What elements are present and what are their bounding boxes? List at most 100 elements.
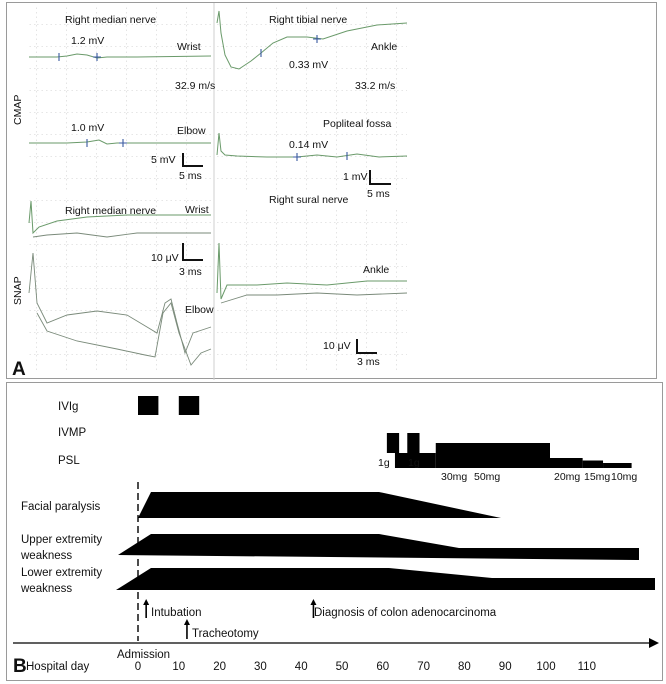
cmap-tibial-velocity: 33.2 m/s [355,80,395,92]
admission-label: Admission [117,649,170,661]
cmap-tibial-popliteal-site: Popliteal fossa [323,118,391,130]
event-tracheotomy-label: Tracheotomy [192,628,259,640]
row-label-ivig: IVIg [58,401,78,413]
row-label-ivmp: IVMP [58,427,86,439]
ivmp-bars [386,433,420,453]
cmap-median-title: Right median nerve [65,14,156,26]
psl-dose-20: 20mg [554,471,580,483]
psl-step-10mg [603,463,632,468]
psl-step-30mg [394,453,436,468]
axis-tick-60: 60 [376,661,389,673]
axis-tick-70: 70 [417,661,430,673]
cmap-median-elbow-amplitude: 1.0 mV [71,122,104,134]
psl-step-20mg [550,458,583,468]
cmap-median-scale-voltage: 5 mV [151,154,176,166]
cmap-median-wrist-site: Wrist [177,41,201,53]
snap-sural-ankle-site: Ankle [363,264,389,276]
snap-sural-scale-time: 3 ms [357,356,380,368]
cmap-median-elbow-trace [29,139,211,145]
panel-a-svg: A CMAP SNAP Right median nerve 1.2 mV Wr… [12,3,408,380]
panel-a-ncs-figure: A CMAP SNAP Right median nerve 1.2 mV Wr… [6,2,657,380]
cmap-tibial-scale-time: 5 ms [367,188,390,200]
axis-tick-90: 90 [499,661,512,673]
cmap-median-wrist-trace [29,53,212,59]
axis-tick-20: 20 [213,661,226,673]
snap-sural-title: Right sural nerve [269,194,349,206]
snap-median-title: Right median nerve [65,205,156,217]
cmap-median-scale-bar [182,153,203,167]
axis-tick-100: 100 [536,661,555,673]
ivmp-course-2 [407,433,420,453]
upper-weakness-band [118,534,639,560]
ivmp-dose-1: 1g [378,457,390,469]
event-arrowhead-diagnosis [310,599,317,605]
event-arrows [143,599,317,639]
psl-steps [394,443,632,468]
snap-sural-trace-1 [216,242,407,300]
psl-step-15mg [582,460,604,468]
axis-tick-110: 110 [578,661,596,673]
axis-label-hospital-day: Hospital day [26,661,90,673]
row-label-psl: PSL [58,455,80,467]
event-arrowhead-intubation [143,599,150,605]
cmap-tibial-ankle-site: Ankle [371,41,397,53]
facial-paralysis-band [138,492,501,518]
psl-dose-10: 10mg [611,471,637,483]
cmap-tibial-grid [217,7,407,192]
snap-median-wrist-trace-1 [28,200,211,235]
snap-median-scale-bar [182,243,203,261]
row-label-lower-2: weakness [20,583,72,595]
event-diagnosis-label: Diagnosis of colon adenocarcinoma [314,607,497,619]
panel-a-letter: A [12,359,26,380]
lower-weakness-band [116,568,655,590]
snap-median-elbow-site: Elbow [185,304,214,316]
snap-sural-scale-voltage: 10 μV [323,340,351,352]
cmap-median-grid [29,7,211,192]
snap-sural-grid [217,208,407,372]
ivmp-dose-2: 1g [408,457,420,469]
snap-median-scale-voltage: 10 μV [151,252,179,264]
cmap-tibial-scale-bar [369,170,391,185]
panel-b-clinical-course: IVIg IVMP PSL Facial paralysis Upper ext… [6,382,663,681]
event-arrowhead-tracheotomy [183,619,190,625]
snap-sural-scale-bar [356,339,377,354]
axis-tick-50: 50 [336,661,349,673]
cmap-median-wrist-amplitude: 1.2 mV [71,35,104,47]
ivig-course-1 [138,396,159,415]
cmap-tibial-title: Right tibial nerve [269,14,347,26]
cmap-median-scale-time: 5 ms [179,170,202,182]
panel-b-letter: B [13,656,27,677]
snap-median-elbow-trace-1 [28,252,212,355]
cmap-tibial-popliteal-markers [293,152,348,161]
row-label-upper-2: weakness [20,550,72,562]
psl-dose-30: 30mg [441,471,467,483]
axis-tick-0: 0 [135,661,141,673]
psl-step-50mg [435,443,550,468]
ivig-bars [138,396,200,415]
snap-median-grid [29,198,211,372]
cmap-median-wrist-markers [58,53,101,61]
cmap-tibial-scale-voltage: 1 mV [343,171,368,183]
psl-dose-50: 50mg [474,471,500,483]
axis-tick-40: 40 [295,661,308,673]
cmap-median-elbow-site: Elbow [177,125,206,137]
snap-median-scale-time: 3 ms [179,266,202,278]
axis-tick-labels: 0 10 20 30 40 50 60 70 80 90 100 110 [135,661,596,673]
cmap-tibial-popliteal-amplitude: 0.14 mV [289,139,328,151]
cmap-tibial-ankle-markers [260,35,321,57]
psl-dose-15: 15mg [584,471,610,483]
cmap-median-velocity: 32.9 m/s [175,80,215,92]
cmap-tibial-ankle-amplitude: 0.33 mV [289,59,328,71]
snap-sural-trace-2 [220,292,408,304]
cmap-row-label: CMAP [12,95,24,125]
row-label-upper-1: Upper extremity [21,534,102,546]
snap-median-elbow-trace-2 [36,302,212,366]
ivig-course-2 [178,396,200,415]
panel-b-svg: IVIg IVMP PSL Facial paralysis Upper ext… [13,396,659,677]
time-axis-arrowhead [649,638,659,648]
event-intubation-label: Intubation [151,607,202,619]
axis-tick-10: 10 [172,661,185,673]
snap-median-wrist-site: Wrist [185,204,209,216]
ivmp-course-1 [386,433,400,453]
axis-tick-80: 80 [458,661,471,673]
